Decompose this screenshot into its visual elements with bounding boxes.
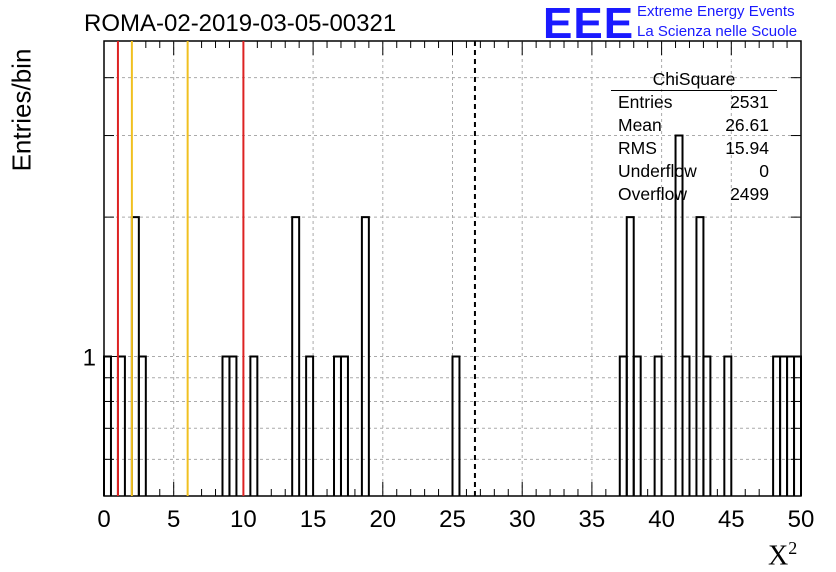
x-tick-label: 30 (509, 506, 536, 533)
y-tick-label: 1 (83, 345, 96, 372)
histogram-bin (137, 355, 147, 496)
x-tick-label: 15 (300, 506, 327, 533)
stats-value: 26.61 (725, 115, 769, 135)
stats-value: 0 (759, 161, 769, 181)
tick-labels: 0 5 10 15 20 25 30 35 40 45 50 1 (83, 345, 815, 533)
histogram-bin (339, 355, 349, 496)
histogram-bin (103, 355, 112, 496)
stats-value: 15.94 (725, 138, 769, 158)
histogram-bin (681, 355, 691, 496)
x-tick-label: 10 (230, 506, 257, 533)
y-axis-label: Entries/bin (6, 48, 37, 172)
eee-logo: EEE (543, 0, 635, 48)
histogram-bin (360, 216, 370, 496)
x-tick-label: 35 (579, 506, 606, 533)
stats-value: 2499 (730, 184, 769, 204)
histogram-bin (702, 355, 712, 496)
chart-title: ROMA-02-2019-03-05-00321 (84, 10, 397, 37)
stats-label: Entries (618, 92, 673, 112)
logo-line-2: La Scienza nelle Scuole (637, 23, 798, 40)
stats-row-entries: Entries 2531 (611, 91, 777, 114)
stats-label: RMS (618, 138, 657, 158)
stats-row-mean: Mean 26.61 (611, 114, 777, 137)
stats-row-underflow: Underflow 0 (611, 160, 777, 183)
stats-title: ChiSquare (611, 68, 777, 91)
stats-label: Overflow (618, 184, 688, 204)
reference-lines (116, 41, 476, 496)
stats-row-overflow: Overflow 2499 (611, 183, 777, 206)
stats-row-rms: RMS 15.94 (611, 137, 777, 160)
histogram-bin (305, 355, 315, 496)
x-tick-label: 40 (648, 506, 675, 533)
x-tick-label: 20 (369, 506, 396, 533)
histogram-bin (674, 134, 684, 496)
histogram-bin (632, 355, 642, 496)
histogram-bin (291, 216, 301, 496)
logo-line-1: Extreme Energy Events (637, 3, 795, 20)
x-tick-label: 25 (439, 506, 466, 533)
histogram-bin (793, 355, 802, 496)
stats-label: Mean (618, 115, 662, 135)
histogram-bin (451, 355, 461, 496)
histogram-bin (228, 355, 238, 496)
x-tick-label: 5 (167, 506, 180, 533)
stats-box: ChiSquare Entries 2531 Mean 26.61 RMS 15… (611, 68, 777, 206)
histogram-bin (723, 355, 733, 496)
stats-value: 2531 (730, 92, 769, 112)
x-tick-label: 45 (718, 506, 745, 533)
x-tick-label: 0 (97, 506, 110, 533)
x-tick-label: 50 (788, 506, 815, 533)
histogram-bars (103, 134, 802, 496)
histogram-bin (249, 355, 259, 496)
histogram-bin (653, 355, 663, 496)
x-axis-label: X2 (768, 538, 798, 572)
stats-label: Underflow (618, 161, 697, 181)
